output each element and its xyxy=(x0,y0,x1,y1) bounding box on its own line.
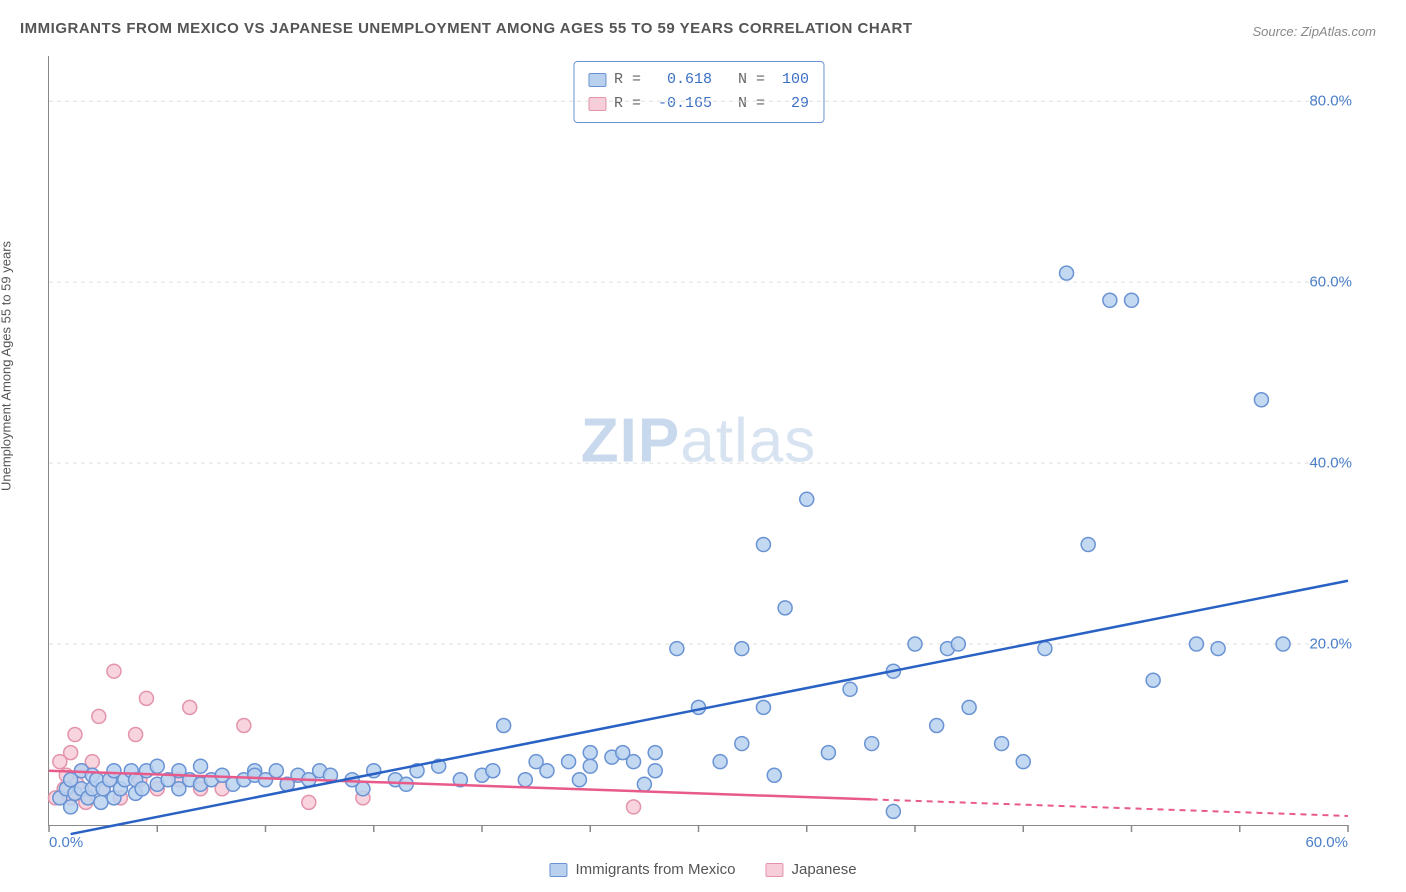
data-point xyxy=(64,746,78,760)
y-tick-label: 60.0% xyxy=(1309,274,1352,291)
data-point xyxy=(908,637,922,651)
data-point xyxy=(627,800,641,814)
data-point xyxy=(1146,673,1160,687)
data-point xyxy=(962,700,976,714)
data-point xyxy=(800,492,814,506)
data-point xyxy=(107,664,121,678)
data-point xyxy=(1038,642,1052,656)
data-point xyxy=(821,746,835,760)
data-point xyxy=(1016,755,1030,769)
data-point xyxy=(68,728,82,742)
data-point xyxy=(572,773,586,787)
data-point xyxy=(562,755,576,769)
data-point xyxy=(735,642,749,656)
data-point xyxy=(1060,266,1074,280)
data-point xyxy=(930,718,944,732)
data-point xyxy=(648,764,662,778)
data-point xyxy=(135,782,149,796)
y-tick-label: 40.0% xyxy=(1309,455,1352,472)
data-point xyxy=(778,601,792,615)
data-point xyxy=(92,709,106,723)
data-point xyxy=(865,737,879,751)
data-point xyxy=(713,755,727,769)
series-legend-label: Immigrants from Mexico xyxy=(575,861,735,878)
data-point xyxy=(886,804,900,818)
data-point xyxy=(183,700,197,714)
data-point xyxy=(1211,642,1225,656)
series-legend: Immigrants from Mexico Japanese xyxy=(549,861,856,878)
y-tick-label: 80.0% xyxy=(1309,93,1352,110)
data-point xyxy=(756,700,770,714)
data-point xyxy=(194,759,208,773)
data-point xyxy=(735,737,749,751)
plot-area: ZIPatlas R = 0.618 N = 100R = -0.165 N =… xyxy=(48,56,1348,826)
x-tick-label: 0.0% xyxy=(49,834,83,851)
data-point xyxy=(951,637,965,651)
data-point xyxy=(150,759,164,773)
data-point xyxy=(670,642,684,656)
data-point xyxy=(94,795,108,809)
data-point xyxy=(756,538,770,552)
data-point xyxy=(540,764,554,778)
data-point xyxy=(1125,293,1139,307)
data-point xyxy=(637,777,651,791)
legend-swatch xyxy=(765,863,783,877)
data-point xyxy=(356,782,370,796)
x-tick-label: 60.0% xyxy=(1305,834,1348,851)
data-point xyxy=(302,795,316,809)
data-point xyxy=(843,682,857,696)
data-point xyxy=(583,759,597,773)
data-point xyxy=(1276,637,1290,651)
data-point xyxy=(269,764,283,778)
source-attribution: Source: ZipAtlas.com xyxy=(1252,24,1376,39)
series-legend-item: Japanese xyxy=(765,861,856,878)
data-point xyxy=(129,728,143,742)
data-point xyxy=(1081,538,1095,552)
series-legend-label: Japanese xyxy=(791,861,856,878)
y-tick-label: 20.0% xyxy=(1309,636,1352,653)
data-point xyxy=(1189,637,1203,651)
data-point xyxy=(627,755,641,769)
data-point xyxy=(237,718,251,732)
data-point xyxy=(64,800,78,814)
chart-title: IMMIGRANTS FROM MEXICO VS JAPANESE UNEMP… xyxy=(20,20,913,37)
data-point xyxy=(1254,393,1268,407)
data-point xyxy=(497,718,511,732)
regression-line xyxy=(71,581,1348,834)
data-point xyxy=(486,764,500,778)
data-point xyxy=(139,691,153,705)
data-point xyxy=(995,737,1009,751)
data-point xyxy=(583,746,597,760)
y-axis-label: Unemployment Among Ages 55 to 59 years xyxy=(0,241,14,491)
data-point xyxy=(1103,293,1117,307)
data-point xyxy=(648,746,662,760)
legend-swatch xyxy=(549,863,567,877)
regression-line-dash xyxy=(872,799,1348,816)
plot-svg xyxy=(49,56,1348,825)
series-legend-item: Immigrants from Mexico xyxy=(549,861,735,878)
data-point xyxy=(518,773,532,787)
data-point xyxy=(767,768,781,782)
